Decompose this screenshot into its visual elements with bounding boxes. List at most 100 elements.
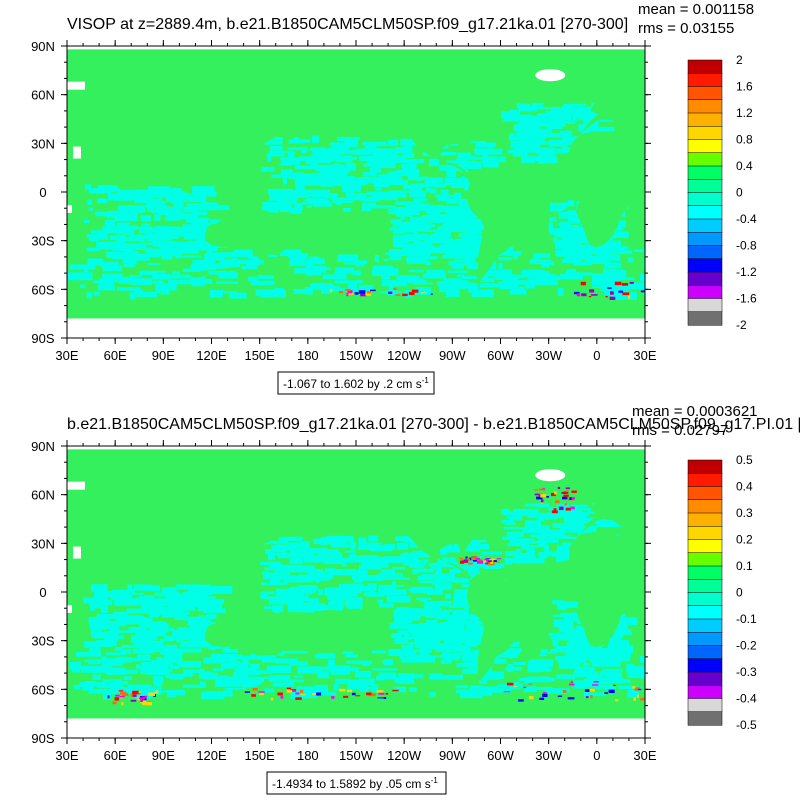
map-area — [67, 446, 645, 738]
x-tick-label: 150E — [244, 748, 275, 763]
colorbar-label: 0.4 — [736, 480, 753, 494]
rms-stat: rms = 0.02797 — [632, 422, 728, 439]
y-tick-label: 60S — [31, 682, 54, 697]
colorbar-swatch — [687, 245, 723, 260]
x-tick-label: 120E — [196, 748, 227, 763]
top-map-chart: 30E 60E 90E 120E 150E 180 150W 120W 90W 60W 30W 0 30… — [31, 1, 800, 395]
blank-patch — [73, 546, 81, 559]
extreme-speckles — [107, 486, 645, 706]
colorbar-swatch — [687, 526, 723, 541]
colorbar-swatch — [687, 285, 723, 300]
y-tick-label: 90N — [31, 439, 55, 454]
colorbar-swatch — [687, 165, 723, 180]
colorbar-swatch — [687, 671, 723, 686]
contour-info-superscript: -1 — [431, 776, 439, 785]
arctic-blank — [67, 446, 645, 450]
greenland-ice-blank — [535, 69, 566, 82]
colorbar-swatch — [687, 86, 723, 101]
colorbar-swatch — [687, 539, 723, 554]
x-tick-label: 60E — [104, 348, 127, 363]
colorbar-swatch — [687, 645, 723, 660]
x-tick-label: 0 — [593, 748, 600, 763]
colorbar-swatch — [687, 592, 723, 607]
contour-info: -1.4934 to 1.5892 by .05 cm s-1 — [272, 776, 438, 791]
eurasia-land — [580, 78, 645, 135]
colorbar-label: -0.4 — [736, 212, 757, 226]
x-tick-label: 0 — [593, 348, 600, 363]
x-tick-label: 120E — [196, 348, 227, 363]
x-tick-label: 30E — [55, 748, 78, 763]
north-america-land — [323, 476, 501, 579]
colorbar-label: -2 — [736, 318, 747, 332]
colorbar-swatch — [687, 271, 723, 286]
colorbar-swatch — [687, 565, 723, 580]
x-tick-label: 150W — [339, 748, 374, 763]
y-tick-label: 90S — [31, 331, 54, 346]
x-tick-label: 150E — [244, 348, 275, 363]
negative-anomaly-patches — [69, 503, 645, 700]
colorbar-label: 0.3 — [736, 506, 753, 520]
colorbar-label: 2 — [736, 53, 743, 67]
eurasia-land-wrap — [67, 467, 356, 586]
continent-fill — [67, 57, 800, 282]
colorbar-swatch — [687, 192, 723, 207]
x-tick-label: 90E — [152, 748, 175, 763]
y-tick-label: 60N — [31, 88, 55, 103]
y-tick-label: 30N — [31, 536, 55, 551]
colorbar-swatch — [687, 618, 723, 633]
x-tick-label: 30W — [535, 348, 562, 363]
colorbar-swatch — [687, 205, 723, 220]
colorbar-label: -0.1 — [736, 612, 757, 626]
colorbar-swatch — [687, 658, 723, 673]
colorbar-swatch — [687, 579, 723, 594]
x-tick-label: 180 — [297, 348, 319, 363]
contour-info: -1.067 to 1.602 by .2 cm s-1 — [283, 376, 429, 391]
australia-land — [783, 210, 800, 256]
colorbar-swatch — [687, 473, 723, 488]
colorbar-swatch — [687, 73, 723, 88]
colorbar-swatch — [687, 99, 723, 114]
chart-title: VISOP at z=2889.4m, b.e21.B1850CAM5CLM50… — [67, 16, 628, 33]
colorbar-swatch — [687, 218, 723, 233]
x-tick-label: 90E — [152, 348, 175, 363]
y-axis: 90N 60N 30N 0 30S 60S 90S — [31, 439, 651, 746]
x-tick-label: 30W — [535, 748, 562, 763]
colorbar-label: 0.5 — [736, 453, 753, 467]
x-tick-label: 120W — [387, 748, 422, 763]
antarctica-land — [67, 318, 645, 338]
greenland-land — [484, 457, 565, 495]
x-tick-label: 30E — [633, 748, 656, 763]
colorbar-swatch — [687, 698, 723, 713]
rms-stat: rms = 0.03155 — [638, 20, 734, 37]
north-america-land — [323, 76, 501, 179]
eurasia-land-wrap — [67, 67, 356, 186]
colorbar-swatch — [687, 632, 723, 647]
blank-patch — [67, 81, 85, 90]
y-tick-label: 0 — [39, 585, 46, 600]
map-area — [67, 46, 800, 338]
antarctica-land — [67, 718, 645, 738]
continent-fill — [67, 457, 645, 682]
blank-patch — [67, 204, 72, 213]
colorbar-swatch — [687, 499, 723, 514]
colorbar-label: -0.5 — [736, 718, 757, 732]
colorbar-swatch — [687, 126, 723, 141]
colorbar: 2 1.6 1.2 0.8 0.4 0 -0.4 -0.8 -1.2 -1.6 -2 — [687, 53, 757, 332]
colorbar-label: -1.2 — [736, 265, 757, 279]
arctic-blank — [67, 46, 645, 50]
top-map-panel: 30E 60E 90E 120E 150E 180 150W 120W 90W 60W 30W 0 30… — [0, 0, 800, 400]
blank-patch — [67, 604, 72, 613]
y-tick-label: 90N — [31, 39, 55, 54]
y-tick-label: 60S — [31, 282, 54, 297]
colorbar-swatch — [687, 139, 723, 154]
colorbar: 0.5 0.4 0.3 0.2 0.1 0 -0.1 -0.2 -0.3 -0.4 -0.5 — [687, 453, 757, 732]
colorbar-swatch — [687, 298, 723, 313]
australia-land-wrap — [205, 609, 287, 656]
colorbar-swatch — [687, 59, 723, 74]
eurasia-land — [580, 478, 645, 535]
x-tick-label: 60E — [104, 748, 127, 763]
bottom-map-panel: 30E 60E 90E 120E 150E 180 150W 120W 90W 60W 30W 0 30… — [0, 400, 800, 800]
y-tick-label: 90S — [31, 731, 54, 746]
mean-stat: mean = 0.0003621 — [632, 403, 758, 420]
colorbar-swatch — [687, 152, 723, 167]
